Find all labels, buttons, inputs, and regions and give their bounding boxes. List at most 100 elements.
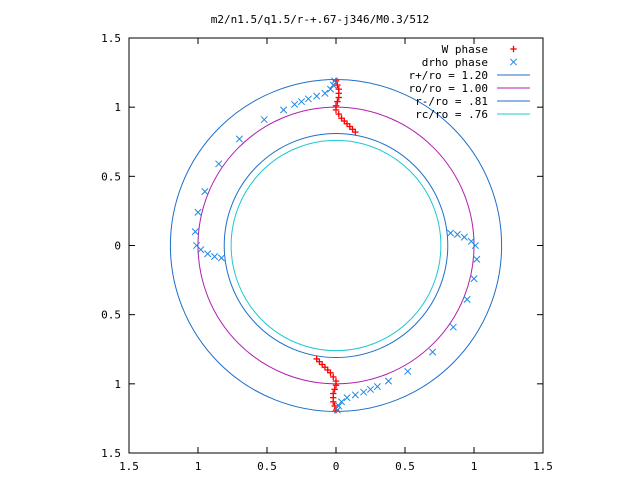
point-mark	[217, 254, 226, 262]
point-mark	[351, 391, 359, 399]
point-1-10	[235, 135, 243, 143]
point-0-14	[352, 128, 359, 136]
x-tick-label: 0.5	[257, 460, 277, 473]
point-0-20	[331, 386, 338, 393]
point-1-21	[335, 402, 343, 410]
point-mark	[335, 402, 343, 410]
y-tick-label: 0.5	[101, 309, 121, 322]
point-mark	[429, 348, 437, 356]
point-1-32	[463, 295, 471, 304]
y-tick-label: 1.5	[101, 32, 121, 45]
point-mark	[297, 98, 306, 106]
legend-label: drho phase	[422, 56, 488, 69]
y-tick-label: 1.5	[101, 447, 121, 460]
legend-label: r-/ro = .81	[415, 95, 488, 108]
data-points	[191, 77, 481, 414]
point-mark	[366, 385, 375, 393]
point-mark	[326, 85, 335, 93]
point-mark	[291, 100, 299, 108]
point-1-12	[201, 187, 209, 196]
point-0-22	[332, 377, 340, 385]
point-0-29	[313, 355, 320, 363]
point-1-13	[194, 208, 202, 216]
point-0-5	[334, 98, 341, 105]
axis-ticks: 1.5 1 0.5 0 0.5 1 1.51.510.500.511.5	[101, 32, 553, 473]
point-mark	[204, 250, 212, 258]
point-1-36	[467, 237, 475, 245]
point-mark	[280, 106, 288, 114]
point-1-20	[333, 406, 341, 414]
point-1-5	[304, 95, 312, 103]
point-1-38	[453, 230, 461, 238]
y-tick-label: 1	[114, 101, 121, 114]
point-mark	[337, 398, 346, 406]
point-mark	[470, 275, 478, 283]
point-mark	[460, 233, 468, 241]
point-1-33	[470, 275, 478, 283]
point-mark	[197, 246, 205, 254]
point-mark	[463, 295, 471, 304]
point-mark	[313, 92, 321, 100]
point-mark	[384, 377, 392, 385]
point-1-26	[366, 385, 375, 393]
point-mark	[360, 388, 368, 396]
point-mark	[235, 135, 243, 143]
circle-3	[230, 139, 442, 352]
point-1-2	[326, 85, 335, 93]
x-tick-label: 1	[471, 460, 478, 473]
point-1-14	[191, 228, 199, 236]
point-1-18	[211, 253, 219, 261]
chart-title: m2/n1.5/q1.5/r-+.67-j346/M0.3/512	[211, 13, 430, 26]
x-tick-label: 0	[333, 460, 340, 473]
point-0-4	[335, 94, 342, 101]
point-mark	[304, 95, 312, 103]
point-1-39	[446, 229, 455, 237]
point-mark	[329, 81, 337, 89]
point-mark	[260, 116, 268, 124]
point-1-17	[204, 250, 212, 258]
point-1-19	[217, 254, 226, 262]
y-tick-label: 0.5	[101, 170, 121, 183]
circle-2	[223, 132, 449, 359]
point-1-4	[313, 92, 321, 100]
x-tick-label: 1.5	[533, 460, 553, 473]
point-1-30	[429, 348, 437, 356]
point-mark	[404, 367, 412, 375]
reference-circles	[169, 79, 503, 412]
point-1-0	[331, 77, 339, 85]
point-mark	[333, 406, 341, 414]
x-tick-label: 1	[195, 460, 202, 473]
point-mark	[449, 323, 457, 331]
y-tick-label: 1	[114, 378, 121, 391]
point-1-7	[291, 100, 299, 108]
point-0-0	[332, 77, 340, 85]
circle-0	[169, 79, 503, 412]
point-1-28	[384, 377, 392, 385]
point-1-9	[260, 116, 268, 124]
point-mark	[321, 89, 329, 97]
point-1-29	[404, 367, 412, 375]
point-mark	[194, 208, 202, 216]
point-1-22	[337, 398, 346, 406]
point-mark	[373, 383, 381, 391]
point-1-8	[280, 106, 288, 114]
point-1-3	[321, 89, 329, 97]
point-1-27	[373, 383, 381, 391]
legend-label: W phase	[442, 43, 488, 56]
point-1-34	[473, 255, 481, 263]
point-mark	[191, 228, 199, 236]
x-tick-label: 0.5	[395, 460, 415, 473]
point-0-19	[330, 390, 337, 397]
point-mark	[446, 229, 455, 237]
point-0-1	[334, 81, 341, 89]
point-1-1	[329, 81, 337, 89]
point-1-6	[297, 98, 306, 106]
point-0-16	[331, 402, 338, 410]
legend-label: r+/ro = 1.20	[409, 69, 488, 82]
point-1-11	[215, 160, 223, 168]
point-1-23	[343, 394, 351, 402]
point-1-25	[360, 388, 368, 396]
point-mark	[467, 237, 475, 245]
x-tick-label: 1.5	[119, 460, 139, 473]
